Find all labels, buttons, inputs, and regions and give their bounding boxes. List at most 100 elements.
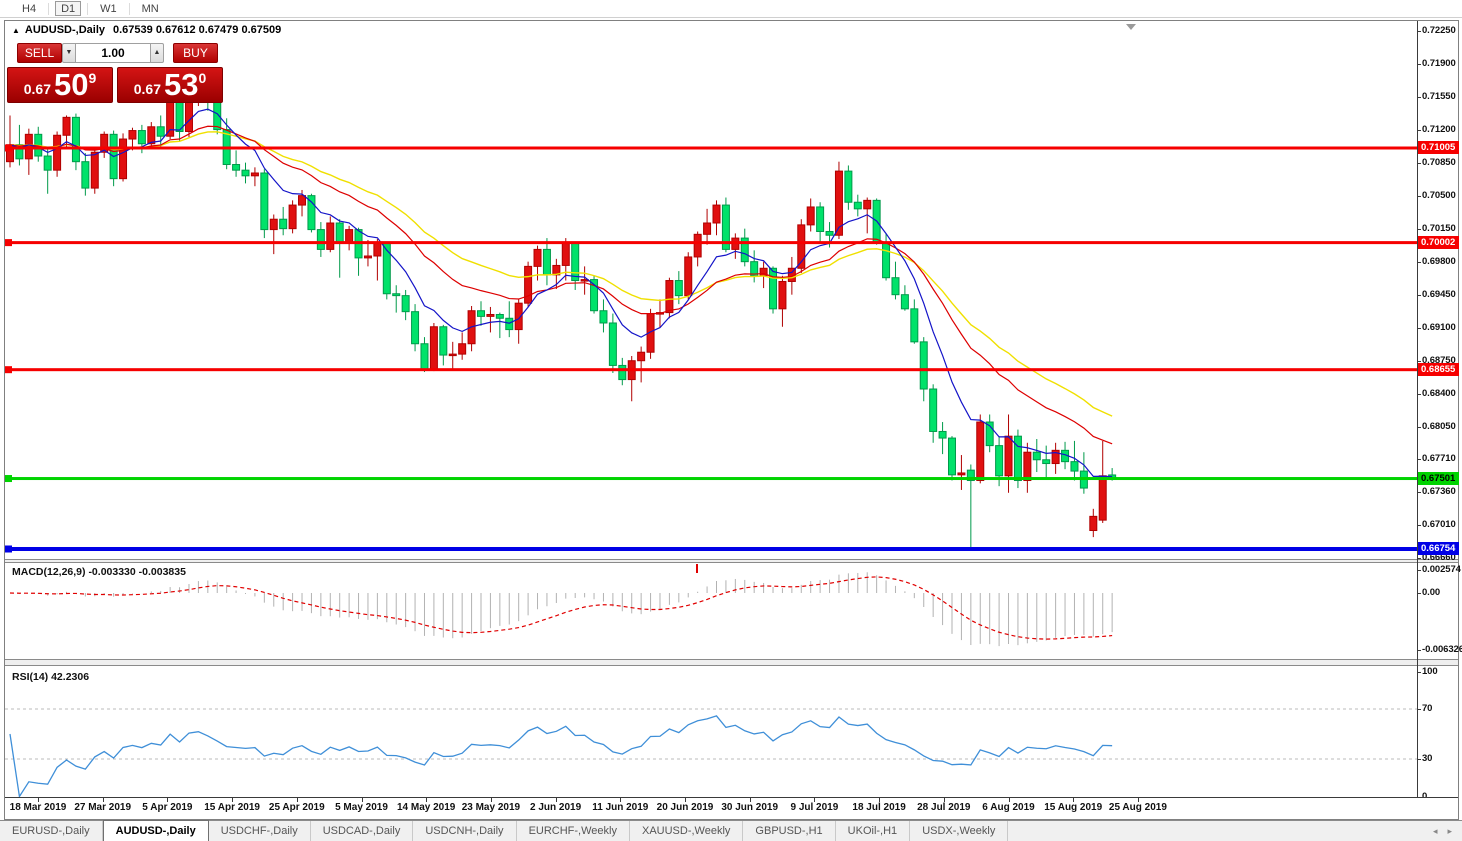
candle-down <box>816 206 825 232</box>
timeframe-button-mn[interactable]: MN <box>141 3 159 15</box>
horizontal-level-line[interactable] <box>5 368 1417 372</box>
candle-up <box>1023 451 1032 482</box>
date-label: 30 Jun 2019 <box>721 802 779 813</box>
tab-usdcnh-daily[interactable]: USDCNH-,Daily <box>413 821 517 841</box>
panel-splitter[interactable] <box>5 559 1458 563</box>
date-tick <box>1008 798 1010 802</box>
axis-label: 0 <box>1422 791 1427 802</box>
axis-label: 100 <box>1422 666 1438 677</box>
date-label: 25 Apr 2019 <box>268 802 325 813</box>
candle-down <box>721 204 730 250</box>
axis-label: 0.71900 <box>1422 58 1456 69</box>
axis-label: 0.69800 <box>1422 256 1456 267</box>
date-label: 15 Apr 2019 <box>204 802 260 813</box>
timeframe-button-w1[interactable]: W1 <box>100 3 117 15</box>
collapse-triangle-icon[interactable]: ▲ <box>12 25 20 35</box>
buy-price-panel[interactable]: 0.67 53 0 <box>117 67 223 103</box>
candle-up <box>345 229 354 244</box>
candle-up <box>957 472 966 476</box>
date-label: 9 Jul 2019 <box>790 802 839 813</box>
candle-down <box>853 201 862 210</box>
axis-tick <box>1417 97 1421 98</box>
line-anchor-handle[interactable] <box>5 366 12 374</box>
tab-eurchf-weekly[interactable]: EURCHF-,Weekly <box>517 821 630 841</box>
axis-tick <box>1417 650 1421 651</box>
timeframe-button-d1[interactable]: D1 <box>55 1 82 16</box>
tab-gbpusd-h1[interactable]: GBPUSD-,H1 <box>743 821 836 841</box>
axis-tick <box>1417 31 1421 32</box>
date-tick <box>1137 798 1139 802</box>
buy-price-prefix: 0.67 <box>133 81 161 97</box>
sell-price-panel[interactable]: 0.67 50 9 <box>7 67 113 103</box>
axis-label: 30 <box>1422 753 1433 764</box>
date-label: 20 Jun 2019 <box>656 802 714 813</box>
date-label: 25 Aug 2019 <box>1108 802 1167 813</box>
candle-up <box>665 280 674 314</box>
tab-eurusd-daily[interactable]: EURUSD-,Daily <box>0 821 103 841</box>
candle-up <box>119 138 128 180</box>
buy-button[interactable]: BUY <box>173 43 218 63</box>
axis-label: 70 <box>1422 703 1433 714</box>
candle-down <box>599 310 608 324</box>
candle-up <box>326 222 335 250</box>
axis-label: 0.71550 <box>1422 91 1456 102</box>
tab-usdcad-daily[interactable]: USDCAD-,Daily <box>311 821 414 841</box>
horizontal-level-line[interactable] <box>5 241 1417 245</box>
axis-label: 0.67010 <box>1422 519 1456 530</box>
date-axis[interactable]: 18 Mar 2019 27 Mar 2019 5 Apr 2019 15 Apr 2… <box>5 797 1458 819</box>
macd-indicator-panel[interactable] <box>5 563 1417 659</box>
line-anchor-handle[interactable] <box>5 545 12 553</box>
timeframe-button-h4[interactable]: H4 <box>22 3 37 15</box>
rsi-indicator-panel[interactable] <box>5 666 1417 797</box>
line-anchor-handle[interactable] <box>5 475 12 483</box>
date-label: 27 Mar 2019 <box>74 802 132 813</box>
tab-ukoil-h1[interactable]: UKOil-,H1 <box>836 821 911 841</box>
rsi-label: RSI(14) 42.2306 <box>12 671 90 683</box>
candle-up <box>1004 435 1013 477</box>
volume-increase-button[interactable]: ▲ <box>150 43 164 63</box>
line-anchor-handle[interactable] <box>5 144 12 152</box>
sell-button[interactable]: SELL <box>17 43 62 63</box>
date-label: 11 Jun 2019 <box>592 802 649 813</box>
horizontal-level-line[interactable] <box>5 477 1417 481</box>
panel-splitter[interactable] <box>5 659 1458 666</box>
tab-scroll-arrows: ◂ ▸ <box>1433 821 1462 841</box>
ohlc-readout: 0.67539 0.67612 0.67479 0.67509 <box>113 24 282 36</box>
candle-up <box>806 206 815 226</box>
sell-price-prefix: 0.67 <box>23 81 51 97</box>
candle-down <box>900 294 909 310</box>
date-label: 23 May 2019 <box>461 802 521 813</box>
candle-up <box>524 265 533 304</box>
candle-up <box>637 351 646 362</box>
line-anchor-handle[interactable] <box>5 239 12 247</box>
candle-up <box>363 255 372 259</box>
tab-audusd-daily[interactable]: AUDUSD-,Daily <box>102 820 209 841</box>
volume-decrease-button[interactable]: ▼ <box>62 43 76 63</box>
timeframe-toolbar: H4 D1 W1 MN <box>0 0 1462 18</box>
candle-down <box>137 130 146 145</box>
horizontal-level-line[interactable] <box>5 546 1417 551</box>
candle-down <box>392 293 401 297</box>
horizontal-level-line[interactable] <box>5 146 1417 150</box>
candle-up <box>429 326 438 370</box>
tab-scroll-right-icon[interactable]: ▸ <box>1447 825 1452 836</box>
tab-usdchf-daily[interactable]: USDCHF-,Daily <box>209 821 311 841</box>
candle-down <box>985 421 994 447</box>
candle-down <box>590 279 599 312</box>
tab-scroll-left-icon[interactable]: ◂ <box>1432 825 1438 836</box>
candle-down <box>505 317 514 331</box>
candle-up <box>533 248 542 267</box>
axis-tick <box>1417 361 1421 362</box>
main-price-chart[interactable] <box>5 21 1417 559</box>
candle-up <box>486 313 495 317</box>
tab-usdx-weekly[interactable]: USDX-,Weekly <box>910 821 1009 841</box>
axis-tick <box>1417 229 1421 230</box>
date-tick <box>361 798 363 802</box>
tab-xauusd-weekly[interactable]: XAUUSD-,Weekly <box>630 821 744 841</box>
date-tick <box>555 798 557 802</box>
date-tick <box>685 798 686 802</box>
volume-input[interactable] <box>76 43 150 63</box>
candle-down <box>439 326 448 356</box>
candle-down <box>316 229 325 250</box>
